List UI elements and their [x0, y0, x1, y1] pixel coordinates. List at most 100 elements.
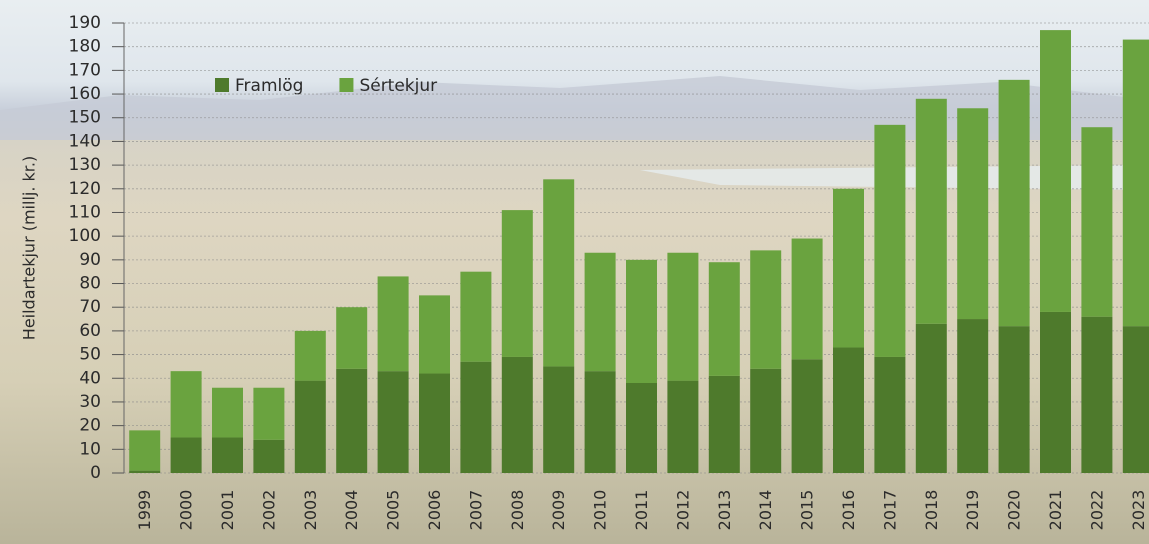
x-tick-label: 2020 — [1005, 490, 1024, 531]
bar-segment — [916, 99, 947, 324]
x-tick-label: 2014 — [756, 490, 775, 531]
bar-segment — [295, 331, 326, 381]
bar-segment — [253, 440, 284, 473]
bar-segment — [792, 239, 823, 360]
bar-segment — [336, 307, 367, 369]
y-tick-label: 70 — [79, 297, 101, 317]
bar-segment — [750, 250, 781, 368]
bar-segment — [543, 179, 574, 366]
x-tick-label: 2022 — [1087, 490, 1106, 531]
y-tick-label: 20 — [79, 416, 101, 436]
x-tick-label: 2010 — [591, 490, 610, 531]
bar-segment — [957, 319, 988, 473]
bar-segment — [874, 357, 905, 473]
bar-segment — [750, 369, 781, 473]
x-tick-label: 2009 — [549, 490, 568, 531]
bar-segment — [336, 369, 367, 473]
y-tick-label: 150 — [69, 108, 101, 128]
bar-segment — [667, 381, 698, 473]
y-tick-label: 130 — [69, 155, 101, 175]
y-tick-label: 10 — [79, 439, 101, 459]
bar-segment — [667, 253, 698, 381]
x-tick-label: 2006 — [425, 490, 444, 531]
y-tick-label: 140 — [69, 131, 101, 151]
x-tick-label: 2016 — [839, 490, 858, 531]
x-tick-label: 2012 — [673, 490, 692, 531]
bar-segment — [378, 276, 409, 371]
y-tick-label: 120 — [69, 179, 101, 199]
page: {"chart_data": {"type": "stacked-bar", "… — [0, 0, 1149, 544]
y-tick-label: 80 — [79, 274, 101, 294]
y-axis-label: Heildartekjur (millj. kr.) — [20, 156, 39, 340]
bar-segment — [1123, 326, 1149, 473]
bar-segment — [1081, 127, 1112, 316]
y-tick-label: 180 — [69, 37, 101, 57]
bar-segment — [626, 260, 657, 383]
bar-segment — [626, 383, 657, 473]
x-tick-label: 2008 — [508, 490, 527, 531]
y-tick-label: 60 — [79, 321, 101, 341]
x-tick-label: 2007 — [466, 490, 485, 531]
bar-segment — [460, 362, 491, 473]
legend-swatch — [215, 78, 229, 92]
bar-segment — [709, 376, 740, 473]
bar-segment — [129, 430, 160, 470]
x-tick-label: 2002 — [259, 490, 278, 531]
x-tick-label: 2001 — [218, 490, 237, 531]
x-tick-label: 2018 — [922, 490, 941, 531]
bar-segment — [419, 295, 450, 373]
bar-segment — [212, 388, 243, 438]
x-tick-label: 2003 — [301, 490, 320, 531]
y-tick-label: 190 — [69, 13, 101, 33]
bar-segment — [792, 359, 823, 473]
bar-segment — [1123, 40, 1149, 327]
x-tick-label: 2005 — [384, 490, 403, 531]
bar-segment — [295, 381, 326, 473]
bar-segment — [1040, 312, 1071, 473]
bar-segment — [585, 253, 616, 371]
bar-segment — [585, 371, 616, 473]
bar-segment — [543, 366, 574, 473]
bar-segment — [709, 262, 740, 376]
bar-segment — [460, 272, 491, 362]
y-tick-label: 50 — [79, 345, 101, 365]
bar-segment — [378, 371, 409, 473]
y-tick-label: 170 — [69, 60, 101, 80]
x-tick-label: 2000 — [177, 490, 196, 531]
bar-segment — [419, 374, 450, 473]
y-tick-label: 160 — [69, 84, 101, 104]
x-tick-label: 2004 — [342, 490, 361, 531]
y-tick-label: 0 — [90, 463, 101, 483]
bar-segment — [502, 357, 533, 473]
bar-segment — [212, 437, 243, 473]
bar-segment — [833, 189, 864, 348]
bar-segment — [171, 437, 202, 473]
legend-label: Sértekjur — [359, 76, 437, 96]
bar-segment — [874, 125, 905, 357]
bar-segment — [999, 80, 1030, 326]
x-tick-label: 2017 — [880, 490, 899, 531]
bar-segment — [129, 471, 160, 473]
bar-segment — [253, 388, 284, 440]
x-tick-label: 2021 — [1046, 490, 1065, 531]
x-tick-label: 2019 — [963, 490, 982, 531]
bar-segment — [502, 210, 533, 357]
y-tick-label: 40 — [79, 368, 101, 388]
chart: Heildartekjur (millj. kr.) Framlög Sértek… — [0, 0, 1149, 544]
y-tick-label: 90 — [79, 250, 101, 270]
bar-segment — [957, 108, 988, 319]
x-tick-label: 2011 — [632, 490, 651, 531]
legend-label: Framlög — [235, 76, 303, 96]
bar-segment — [916, 324, 947, 473]
bar-segment — [999, 326, 1030, 473]
y-tick-label: 110 — [69, 202, 101, 222]
bar-segment — [1040, 30, 1071, 312]
legend-swatch — [339, 78, 353, 92]
y-tick-label: 100 — [69, 226, 101, 246]
bar-segment — [1081, 317, 1112, 473]
x-tick-label: 2023 — [1129, 490, 1148, 531]
y-tick-label: 30 — [79, 392, 101, 412]
bar-segment — [833, 347, 864, 473]
x-tick-label: 2013 — [715, 490, 734, 531]
x-tick-label: 1999 — [135, 490, 154, 531]
